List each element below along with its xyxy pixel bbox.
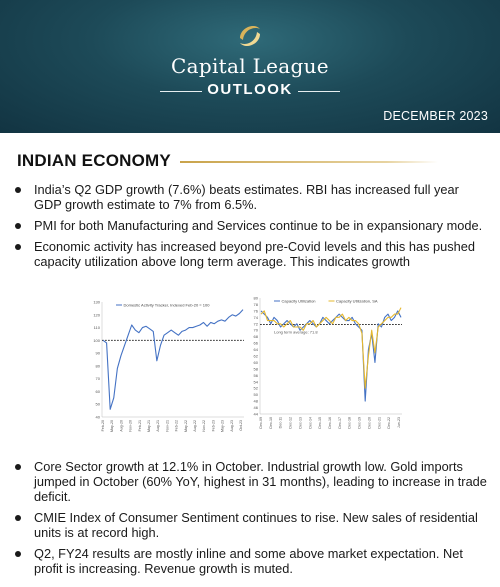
issue-date: DECEMBER 2023 — [383, 109, 488, 123]
bullet-list-bottom: Core Sector growth at 12.1% in October. … — [12, 459, 488, 582]
x-tick-label: Dec-12 — [289, 417, 293, 429]
legend-label: Domestic Activity Tracker, Indexed Feb-2… — [124, 303, 211, 308]
x-tick-label: Aug-22 — [193, 420, 197, 432]
y-tick-label: 54 — [254, 379, 259, 384]
x-tick-label: Dec-19 — [358, 417, 362, 429]
y-tick-label: 66 — [254, 341, 259, 346]
bullet-item: Q2, FY24 results are mostly inline and s… — [12, 546, 488, 576]
x-tick-label: Dec-11 — [279, 417, 283, 428]
x-tick-label: Dec-21 — [377, 417, 381, 429]
legend-label: Capacity Utilization, SA — [336, 299, 378, 304]
y-tick-label: 80 — [254, 296, 259, 301]
y-tick-label: 110 — [94, 325, 101, 330]
x-tick-label: May-23 — [221, 420, 225, 432]
x-tick-label: Nov-21 — [165, 420, 169, 432]
x-tick-label: Nov-20 — [129, 420, 133, 432]
x-tick-label: Dec-10 — [269, 417, 273, 429]
x-tick-label: Jun-23 — [397, 417, 401, 428]
bullet-item: India’s Q2 GDP growth (7.6%) beats estim… — [12, 182, 488, 212]
y-tick-label: 50 — [96, 402, 101, 407]
y-tick-label: 120 — [93, 312, 100, 317]
x-tick-label: Nov-22 — [202, 420, 206, 432]
y-tick-label: 64 — [254, 347, 259, 352]
y-tick-label: 58 — [254, 366, 259, 371]
section-title-rule — [180, 161, 438, 163]
x-tick-label: Dec-09 — [259, 417, 263, 429]
outlook-row: OUTLOOK — [0, 81, 500, 101]
x-tick-label: Dec-16 — [328, 417, 332, 429]
x-tick-label: Dec-15 — [318, 417, 322, 429]
y-tick-label: 76 — [254, 308, 259, 313]
x-tick-label: Aug-20 — [119, 420, 123, 432]
y-tick-label: 44 — [254, 412, 259, 417]
y-tick-label: 62 — [254, 354, 259, 359]
capacity-utilization-chart: 80787674727068666462605856545250484644De… — [254, 296, 402, 429]
y-tick-label: 90 — [96, 351, 101, 356]
x-tick-label: May-22 — [184, 420, 188, 432]
y-tick-label: 130 — [93, 300, 100, 305]
y-tick-label: 60 — [254, 360, 259, 365]
y-tick-label: 80 — [96, 363, 101, 368]
y-tick-label: 70 — [254, 328, 259, 333]
outlook-title: OUTLOOK — [207, 81, 293, 98]
bullet-item: Core Sector growth at 12.1% in October. … — [12, 459, 488, 504]
x-tick-label: Oct-23 — [239, 420, 243, 431]
x-tick-label: Feb-21 — [138, 420, 142, 431]
x-tick-label: Dec-18 — [348, 417, 352, 429]
y-tick-label: 46 — [254, 405, 259, 410]
x-tick-label: Dec-13 — [298, 417, 302, 429]
y-tick-label: 78 — [254, 302, 259, 307]
bullet-list-top: India’s Q2 GDP growth (7.6%) beats estim… — [12, 182, 488, 275]
legend-label: Capacity Utilization — [282, 299, 316, 304]
y-tick-label: 70 — [96, 376, 101, 381]
y-tick-label: 50 — [254, 392, 259, 397]
series-line — [260, 307, 402, 389]
section-title: INDIAN ECONOMY — [17, 151, 171, 170]
y-tick-label: 52 — [254, 386, 259, 391]
x-tick-label: Dec-22 — [387, 417, 391, 429]
y-tick-label: 56 — [254, 373, 259, 378]
y-tick-label: 60 — [96, 389, 101, 394]
chart-annotation: Long term average: 71.8 — [274, 329, 318, 334]
x-tick-label: Aug-23 — [230, 420, 234, 432]
y-tick-label: 48 — [254, 399, 259, 404]
x-tick-label: Feb-23 — [211, 420, 215, 431]
x-tick-label: Feb-20 — [101, 420, 105, 431]
series-line — [102, 309, 244, 410]
x-tick-label: Dec-20 — [367, 417, 371, 429]
logo-icon — [240, 25, 260, 47]
x-tick-label: May-21 — [147, 420, 151, 432]
x-tick-label: May-20 — [110, 420, 114, 432]
y-tick-label: 100 — [93, 338, 100, 343]
x-tick-label: Aug-21 — [156, 420, 160, 432]
y-tick-label: 74 — [254, 315, 259, 320]
report-header: Capital League OUTLOOK DECEMBER 2023 — [0, 0, 500, 133]
x-tick-label: Dec-14 — [308, 417, 312, 429]
bullet-item: Economic activity has increased beyond p… — [12, 239, 488, 269]
y-tick-label: 40 — [96, 415, 101, 420]
y-tick-label: 72 — [254, 321, 259, 326]
y-tick-label: 68 — [254, 334, 259, 339]
outlook-rule-left — [160, 91, 202, 92]
brand-name: Capital League — [171, 54, 329, 78]
bullet-item: PMI for both Manufacturing and Services … — [12, 218, 488, 233]
x-tick-label: Feb-22 — [175, 420, 179, 431]
x-tick-label: Dec-17 — [338, 417, 342, 429]
bullet-item: CMIE Index of Consumer Sentiment continu… — [12, 510, 488, 540]
outlook-rule-right — [298, 91, 340, 92]
